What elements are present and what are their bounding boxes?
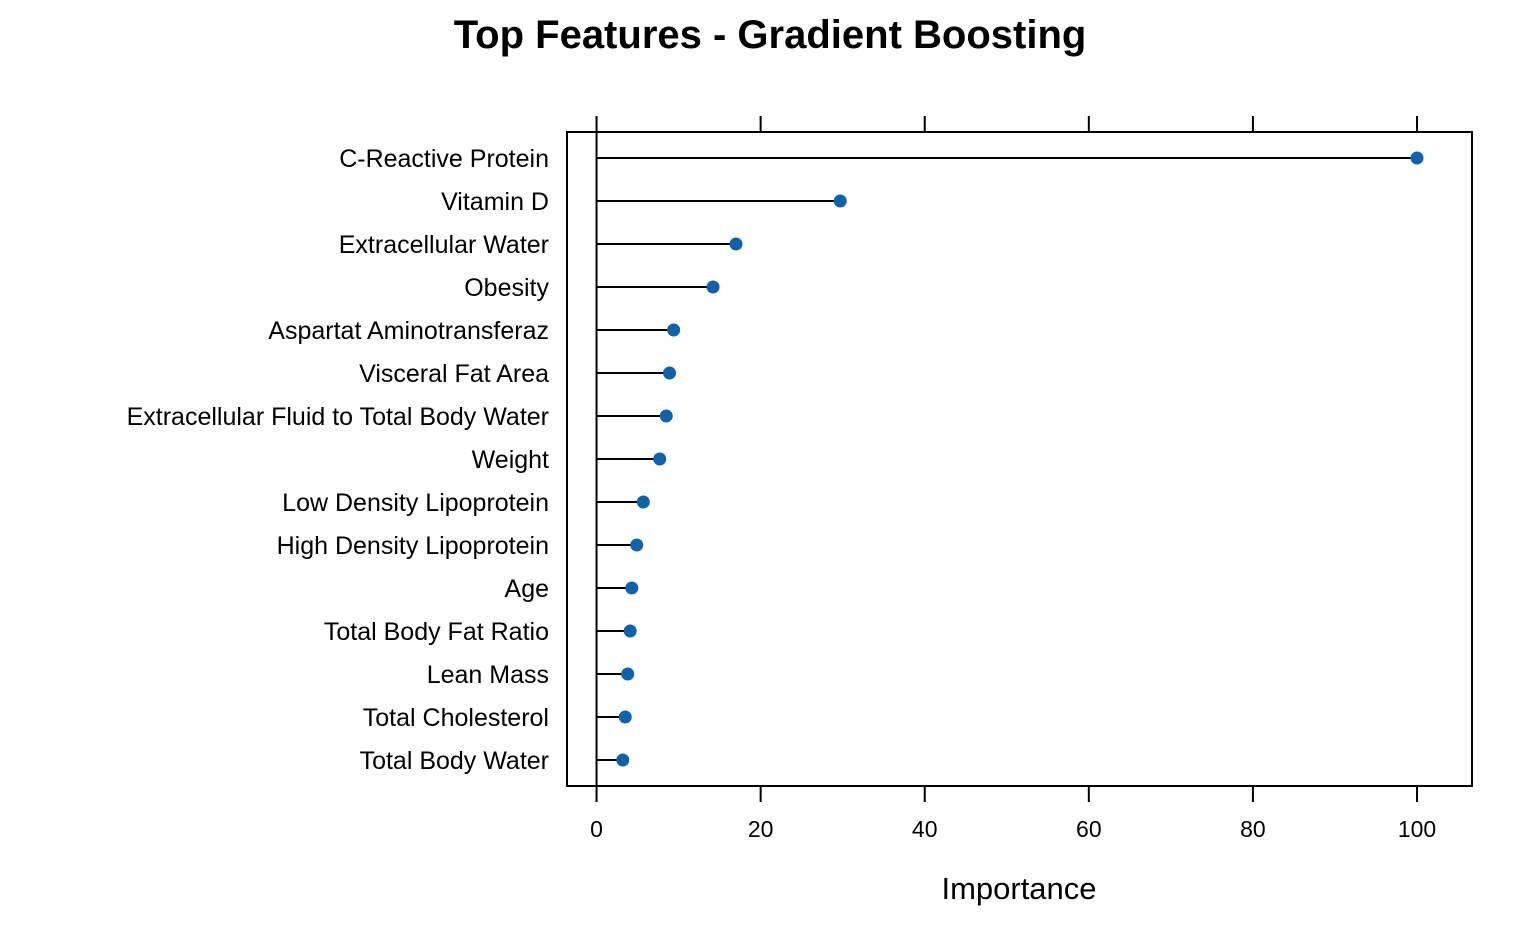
x-tick-label-20: 20 [748,816,774,842]
x-tick-label-0: 0 [590,816,603,842]
category-label-7: Weight [472,446,549,474]
category-label-13: Total Cholesterol [363,704,549,732]
category-label-9: High Density Lipoprotein [277,532,549,560]
category-label-5: Visceral Fat Area [359,360,549,388]
plot-frame [566,131,1473,787]
chart-title: Top Features - Gradient Boosting [454,13,1087,57]
category-label-3: Obesity [464,274,549,302]
bottom-axis: 0 20 40 60 80 100 [590,786,1436,842]
data-point-9 [630,538,644,552]
category-label-10: Age [505,575,549,603]
data-point-7 [653,452,667,466]
data-point-6 [659,409,673,423]
category-label-12: Lean Mass [427,661,549,689]
data-point-12 [621,667,635,681]
top-axis [595,116,1419,132]
category-label-6: Extracellular Fluid to Total Body Water [127,403,549,431]
data-point-2 [729,237,743,251]
data-point-1 [833,194,847,208]
category-label-4: Aspartat Aminotransferaz [268,317,549,345]
data-series [595,132,1424,786]
data-point-5 [663,366,677,380]
data-point-8 [636,495,650,509]
x-axis-label: Importance [941,871,1096,906]
x-tick-label-60: 60 [1076,816,1102,842]
x-tick-label-40: 40 [912,816,938,842]
data-point-14 [616,753,630,767]
category-label-8: Low Density Lipoprotein [282,489,549,517]
x-tick-label-100: 100 [1398,816,1436,842]
category-label-1: Vitamin D [441,188,549,216]
category-labels: C-Reactive Protein Vitamin D Extracellular… [127,145,550,775]
category-label-2: Extracellular Water [339,231,549,259]
data-point-11 [623,624,637,638]
category-label-11: Total Body Fat Ratio [324,618,549,646]
x-tick-label-80: 80 [1240,816,1266,842]
data-point-4 [667,323,681,337]
data-point-10 [625,581,639,595]
data-point-13 [618,710,632,724]
category-label-14: Total Body Water [360,747,549,775]
category-label-0: C-Reactive Protein [339,145,549,173]
data-point-0 [1410,151,1424,165]
data-point-3 [706,280,720,294]
